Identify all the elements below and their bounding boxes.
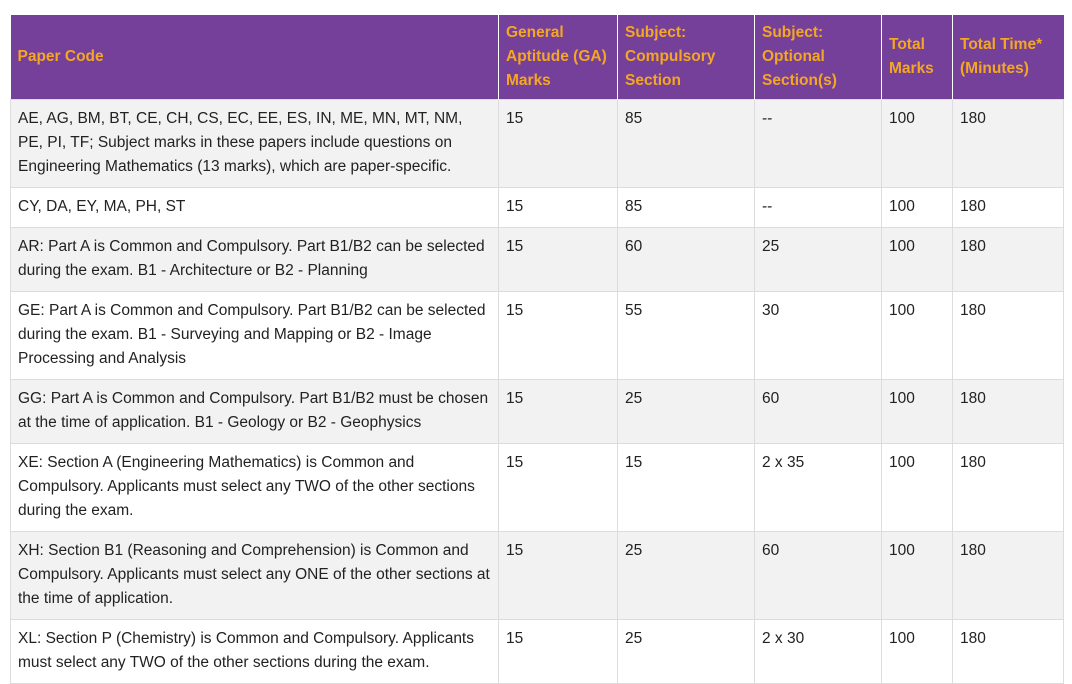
cell-optional: 60 bbox=[754, 531, 882, 620]
cell-total-marks: 100 bbox=[881, 187, 953, 228]
cell-total-marks: 100 bbox=[881, 291, 953, 380]
cell-compulsory: 15 bbox=[617, 443, 755, 532]
table-row: XL: Section P (Chemistry) is Common and … bbox=[10, 619, 1064, 684]
cell-compulsory: 85 bbox=[617, 99, 755, 188]
header-ga-marks: General Aptitude (GA) Marks bbox=[498, 15, 618, 100]
cell-paper-code: AE, AG, BM, BT, CE, CH, CS, EC, EE, ES, … bbox=[10, 99, 499, 188]
cell-total-time: 180 bbox=[952, 443, 1064, 532]
table-row: XH: Section B1 (Reasoning and Comprehens… bbox=[10, 531, 1064, 620]
cell-optional: 25 bbox=[754, 227, 882, 292]
cell-total-marks: 100 bbox=[881, 443, 953, 532]
cell-total-time: 180 bbox=[952, 187, 1064, 228]
cell-optional: 2 x 30 bbox=[754, 619, 882, 684]
header-row: Paper Code General Aptitude (GA) Marks S… bbox=[10, 15, 1064, 100]
header-total-time: Total Time* (Minutes) bbox=[952, 15, 1064, 100]
cell-ga-marks: 15 bbox=[498, 187, 618, 228]
cell-total-time: 180 bbox=[952, 227, 1064, 292]
cell-optional: 60 bbox=[754, 379, 882, 444]
table-row: AR: Part A is Common and Compulsory. Par… bbox=[10, 227, 1064, 292]
cell-compulsory: 25 bbox=[617, 531, 755, 620]
cell-compulsory: 85 bbox=[617, 187, 755, 228]
cell-ga-marks: 15 bbox=[498, 531, 618, 620]
table-body: AE, AG, BM, BT, CE, CH, CS, EC, EE, ES, … bbox=[10, 99, 1064, 684]
cell-optional: -- bbox=[754, 187, 882, 228]
cell-paper-code: AR: Part A is Common and Compulsory. Par… bbox=[10, 227, 499, 292]
table-row: AE, AG, BM, BT, CE, CH, CS, EC, EE, ES, … bbox=[10, 99, 1064, 188]
header-total-marks: Total Marks bbox=[881, 15, 953, 100]
cell-total-time: 180 bbox=[952, 531, 1064, 620]
cell-compulsory: 55 bbox=[617, 291, 755, 380]
cell-paper-code: XH: Section B1 (Reasoning and Comprehens… bbox=[10, 531, 499, 620]
table-row: CY, DA, EY, MA, PH, ST 15 85 -- 100 180 bbox=[10, 187, 1064, 228]
cell-compulsory: 60 bbox=[617, 227, 755, 292]
table-row: GE: Part A is Common and Compulsory. Par… bbox=[10, 291, 1064, 380]
cell-total-time: 180 bbox=[952, 291, 1064, 380]
exam-pattern-table-container: Paper Code General Aptitude (GA) Marks S… bbox=[10, 15, 1064, 684]
cell-paper-code: CY, DA, EY, MA, PH, ST bbox=[10, 187, 499, 228]
cell-total-marks: 100 bbox=[881, 99, 953, 188]
cell-ga-marks: 15 bbox=[498, 99, 618, 188]
cell-ga-marks: 15 bbox=[498, 227, 618, 292]
cell-total-time: 180 bbox=[952, 619, 1064, 684]
header-paper-code: Paper Code bbox=[10, 15, 499, 100]
table-header: Paper Code General Aptitude (GA) Marks S… bbox=[10, 15, 1064, 100]
cell-optional: 30 bbox=[754, 291, 882, 380]
cell-total-marks: 100 bbox=[881, 227, 953, 292]
cell-compulsory: 25 bbox=[617, 619, 755, 684]
cell-total-marks: 100 bbox=[881, 619, 953, 684]
cell-ga-marks: 15 bbox=[498, 291, 618, 380]
cell-ga-marks: 15 bbox=[498, 619, 618, 684]
cell-paper-code: GE: Part A is Common and Compulsory. Par… bbox=[10, 291, 499, 380]
cell-optional: 2 x 35 bbox=[754, 443, 882, 532]
cell-total-time: 180 bbox=[952, 379, 1064, 444]
cell-total-time: 180 bbox=[952, 99, 1064, 188]
cell-paper-code: GG: Part A is Common and Compulsory. Par… bbox=[10, 379, 499, 444]
header-compulsory-section: Subject: Compulsory Section bbox=[617, 15, 755, 100]
cell-paper-code: XE: Section A (Engineering Mathematics) … bbox=[10, 443, 499, 532]
header-optional-sections: Subject: Optional Section(s) bbox=[754, 15, 882, 100]
cell-ga-marks: 15 bbox=[498, 379, 618, 444]
cell-ga-marks: 15 bbox=[498, 443, 618, 532]
cell-optional: -- bbox=[754, 99, 882, 188]
cell-total-marks: 100 bbox=[881, 379, 953, 444]
table-row: XE: Section A (Engineering Mathematics) … bbox=[10, 443, 1064, 532]
cell-compulsory: 25 bbox=[617, 379, 755, 444]
table-row: GG: Part A is Common and Compulsory. Par… bbox=[10, 379, 1064, 444]
cell-paper-code: XL: Section P (Chemistry) is Common and … bbox=[10, 619, 499, 684]
exam-pattern-table: Paper Code General Aptitude (GA) Marks S… bbox=[10, 15, 1064, 684]
cell-total-marks: 100 bbox=[881, 531, 953, 620]
